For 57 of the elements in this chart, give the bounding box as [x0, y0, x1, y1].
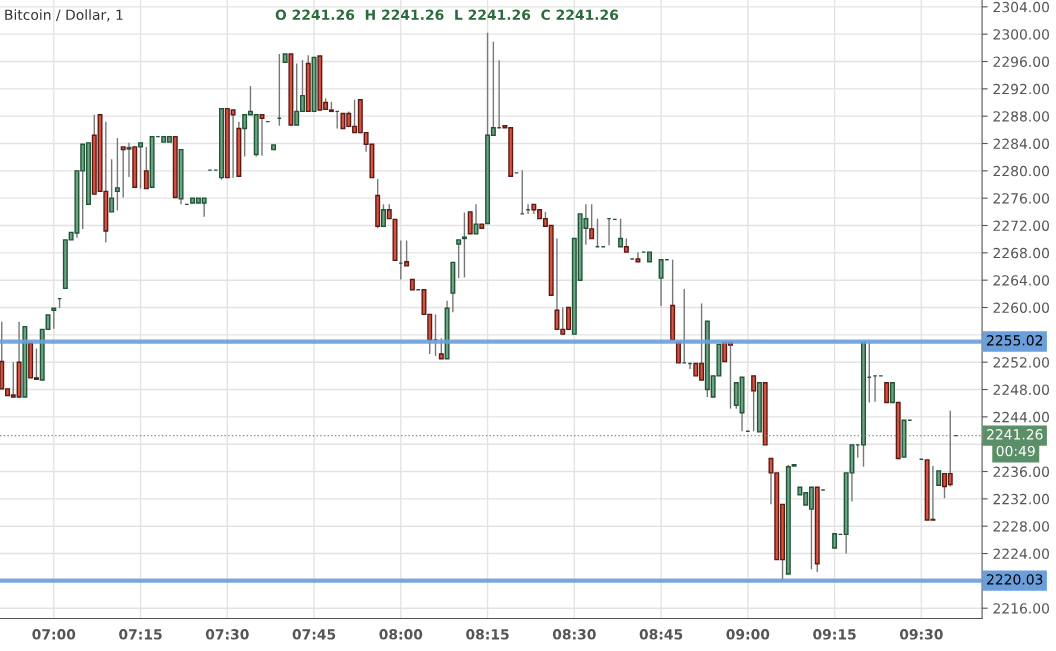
candlestick [635, 251, 641, 263]
y-tick-label: 2284.00 [993, 138, 1050, 149]
y-tick-label: 2280.00 [993, 165, 1050, 177]
text: Bitcoin / Dollar, 1 [5, 9, 123, 22]
candlestick [467, 211, 473, 235]
candlestick [120, 146, 126, 199]
y-tick-label: 2236.00 [993, 466, 1050, 477]
candlestick [404, 239, 410, 267]
candlestick [51, 307, 57, 330]
x-tick-label: 08:00 [379, 629, 423, 640]
candlestick [126, 142, 132, 178]
y-tick-label: 2304.00 [993, 1, 1050, 13]
x-tick-label: 09:00 [726, 629, 770, 640]
y-tick-label: 2252.00 [993, 357, 1050, 368]
y-tick-label: 2232.00 [993, 493, 1050, 505]
candlestick [114, 137, 120, 212]
x-tick-label: 08:15 [466, 629, 509, 640]
x-tick-label: 09:15 [813, 629, 856, 640]
candlestick [751, 375, 757, 432]
candlestick [143, 146, 149, 190]
candlestick [259, 114, 265, 157]
candlestick [884, 381, 890, 404]
y-tick-label: 2272.00 [993, 220, 1050, 231]
y-tick-label: 2260.00 [993, 302, 1050, 313]
ref-line-label: 2241.26 [987, 429, 1043, 440]
y-tick-label: 2228.00 [993, 521, 1050, 532]
y-tick-label: 2248.00 [993, 384, 1050, 395]
y-tick-label: 2292.00 [993, 83, 1050, 95]
candlestick [473, 203, 479, 235]
y-tick-label: 2300.00 [993, 29, 1050, 40]
candlestick [109, 158, 115, 213]
y-tick-label: 2244.00 [993, 411, 1050, 423]
y-tick-label: 2276.00 [993, 193, 1050, 204]
ref-line-label: 2220.03 [987, 574, 1043, 585]
candlestick [889, 381, 895, 404]
x-tick-label: 07:00 [32, 629, 76, 640]
candlestick [380, 203, 386, 227]
x-tick-label: 09:30 [899, 629, 943, 640]
y-tick-label: 2268.00 [993, 247, 1050, 259]
y-tick-label: 2216.00 [993, 603, 1050, 614]
candlestick [618, 217, 624, 248]
candlestick [589, 203, 595, 240]
y-tick-label: 2288.00 [993, 111, 1050, 122]
y-tick-label: 2296.00 [993, 56, 1050, 67]
x-tick-label: 08:30 [552, 629, 596, 640]
x-tick-label: 08:45 [639, 629, 683, 640]
x-tick-label: 07:30 [205, 629, 249, 640]
annotation: O 2241.26 H 2241.26 L 2241.26 C 2241.26 [275, 9, 619, 21]
ref-line-label: 2255.02 [987, 335, 1043, 346]
candlestick [461, 211, 467, 279]
y-tick-label: 2224.00 [993, 548, 1050, 559]
x-tick-label: 07:45 [292, 629, 336, 640]
text: 00:49 [996, 445, 1035, 457]
candlestick [456, 239, 462, 279]
candlestick [138, 142, 144, 190]
y-tick-label: 2264.00 [993, 275, 1050, 286]
x-tick-label: 07:15 [119, 629, 162, 640]
